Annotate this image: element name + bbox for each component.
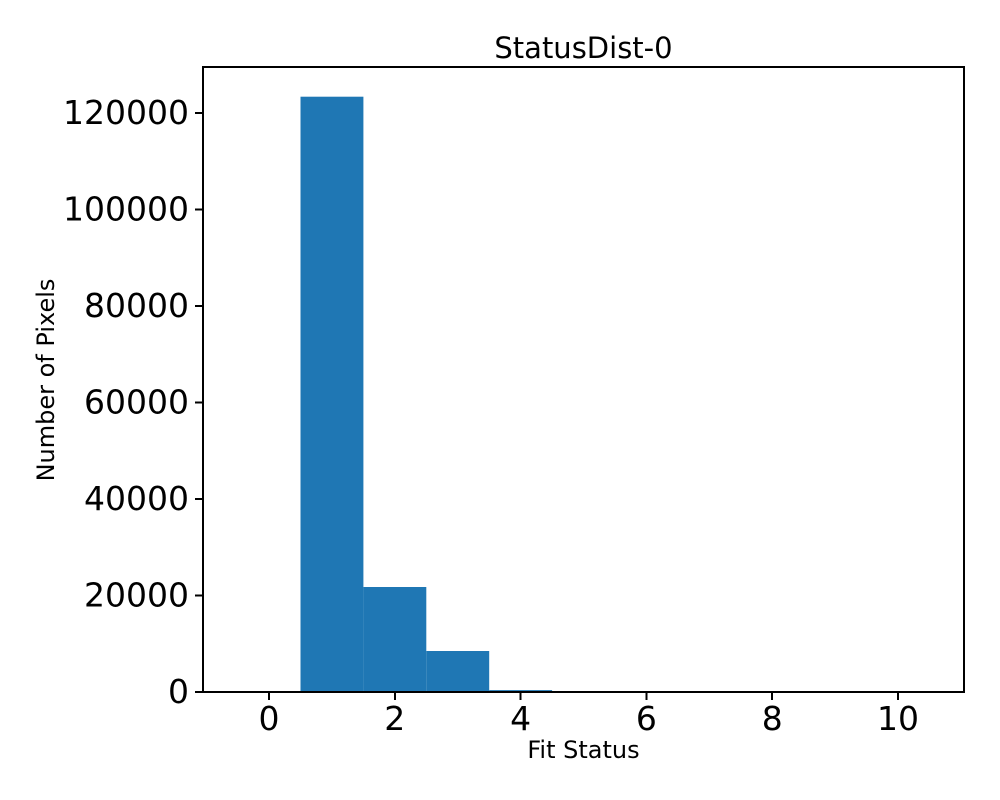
y-axis-label: Number of Pixels xyxy=(32,278,60,482)
y-tick-label: 20000 xyxy=(84,576,189,615)
x-tick-label: 0 xyxy=(259,699,280,738)
histogram-bar xyxy=(426,651,490,692)
histogram-bar xyxy=(363,587,427,692)
y-tick-label: 80000 xyxy=(84,286,189,325)
x-tick-label: 10 xyxy=(877,699,919,738)
axes-spines xyxy=(202,66,965,693)
x-axis-label: Fit Status xyxy=(527,736,640,764)
y-tick-label: 40000 xyxy=(84,479,189,518)
y-tick-label: 60000 xyxy=(84,382,189,421)
chart-title: StatusDist-0 xyxy=(494,31,673,65)
histogram-bar xyxy=(300,96,364,692)
y-tick-label: 100000 xyxy=(63,189,189,228)
x-tick-label: 8 xyxy=(762,699,783,738)
x-tick-label: 6 xyxy=(636,699,657,738)
x-tick-label: 2 xyxy=(384,699,405,738)
y-tick-label: 0 xyxy=(168,672,189,711)
x-tick-label: 4 xyxy=(510,699,531,738)
y-tick-label: 120000 xyxy=(63,93,189,132)
